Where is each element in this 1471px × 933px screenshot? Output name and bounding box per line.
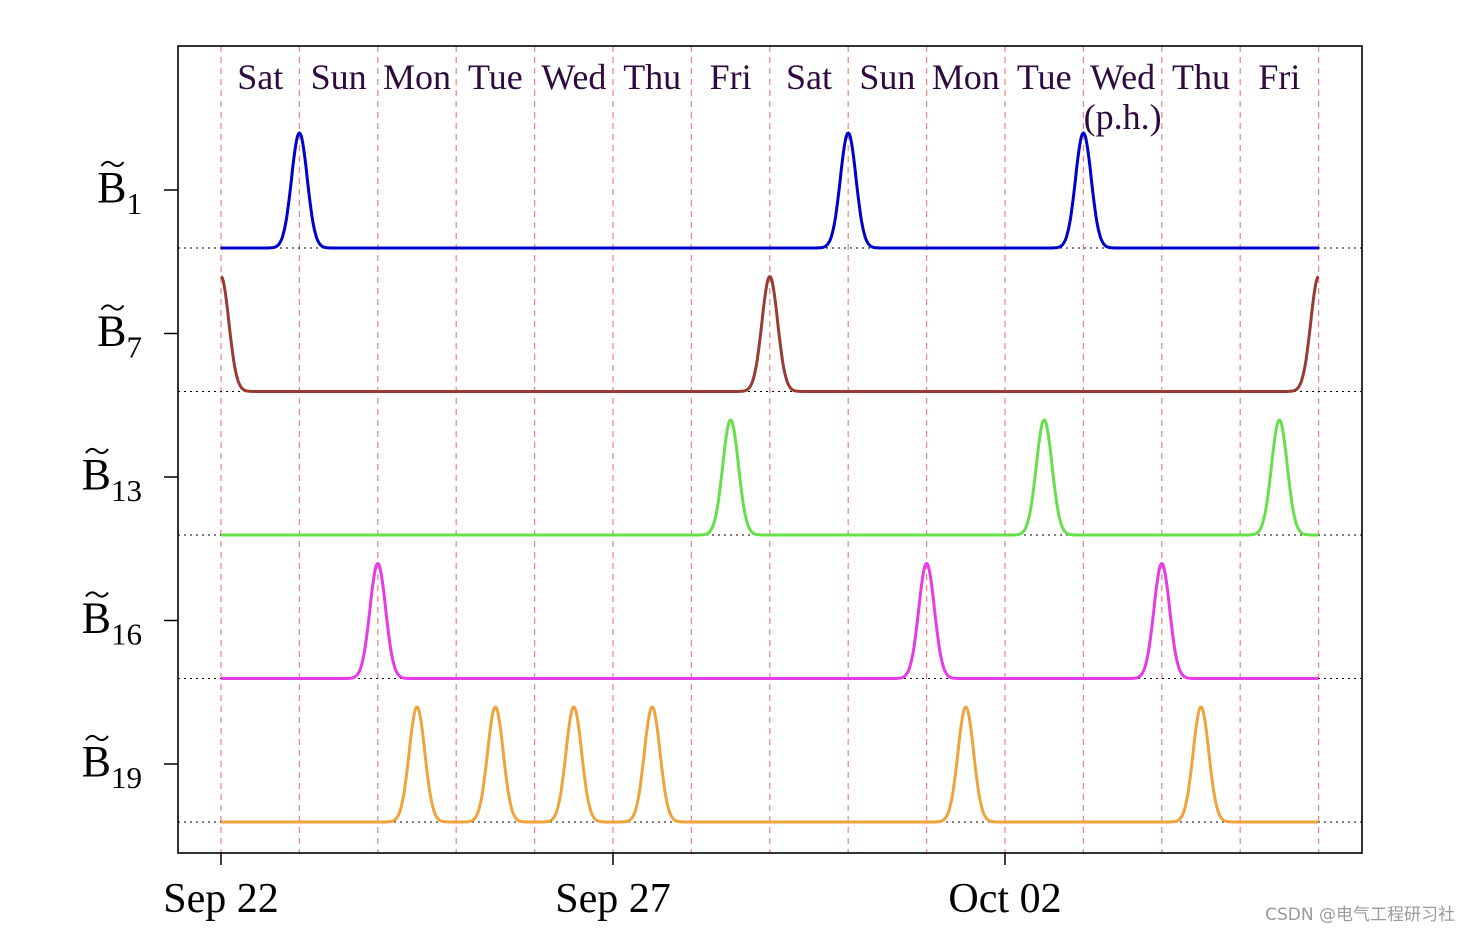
- x-tick-label: Oct 02: [948, 876, 1061, 922]
- series-label-1: B1: [97, 163, 142, 221]
- tilde-mark: [85, 734, 109, 742]
- plot-frame: [177, 45, 1363, 854]
- series-line-19: [220, 705, 1320, 824]
- series-label-16: B16: [82, 594, 142, 652]
- tilde-mark: [85, 591, 109, 598]
- day-label: Sun: [311, 57, 367, 97]
- day-label: Wed: [541, 57, 606, 97]
- day-label: Tue: [468, 57, 523, 97]
- day-label: Fri: [710, 57, 752, 97]
- day-label: Mon: [932, 57, 1000, 97]
- day-labels: Sat Sun Mon Tue Wed Thu Fri Sat Sun Mon Tue Wed Thu F…: [237, 57, 1300, 137]
- day-label: Thu: [623, 57, 681, 97]
- public-holiday-annotation: (p.h.): [1084, 97, 1162, 137]
- series-line-13: [220, 418, 1320, 537]
- series-line-7: [220, 275, 1320, 393]
- y-axis-labels: B1 B7 B13 B16 B19: [82, 160, 178, 795]
- day-label: Sat: [786, 57, 832, 97]
- series-label-7: B7: [97, 307, 142, 365]
- series-label-19: B19: [82, 737, 142, 795]
- day-label: Sun: [859, 57, 915, 97]
- day-label: Mon: [383, 57, 451, 97]
- day-label: Tue: [1017, 57, 1072, 97]
- day-label: Sat: [237, 57, 283, 97]
- day-label: Fri: [1258, 57, 1300, 97]
- series-label-13: B13: [82, 450, 142, 508]
- series-line-16: [220, 562, 1320, 680]
- day-gridlines: [220, 46, 1320, 853]
- x-tick-label: Sep 22: [163, 876, 279, 922]
- tilde-mark: [100, 160, 125, 168]
- series-line-1: [220, 131, 1320, 250]
- day-label: Wed: [1090, 57, 1155, 97]
- day-label: Thu: [1172, 57, 1230, 97]
- series-curves: [220, 131, 1320, 824]
- watermark-text: CSDN @电气工程研习社: [1265, 905, 1455, 925]
- tilde-mark: [100, 304, 125, 311]
- tilde-mark: [85, 447, 109, 455]
- x-tick-label: Sep 27: [555, 876, 671, 922]
- x-axis-ticks: Sep 22 Sep 27 Oct 02: [163, 853, 1062, 922]
